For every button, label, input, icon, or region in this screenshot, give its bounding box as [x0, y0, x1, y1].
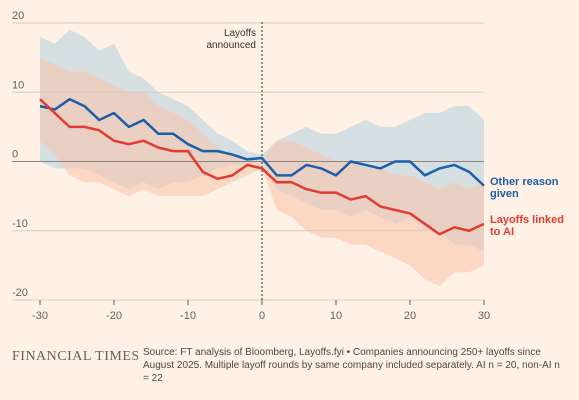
x-tick-label: 30	[478, 310, 490, 322]
annotation: Layoffs announced	[206, 28, 257, 51]
series-line	[39, 98, 485, 236]
x-tick-label: 10	[330, 310, 342, 322]
series-label: Other reason given	[490, 175, 559, 200]
y-tick-label: 10	[12, 79, 24, 91]
series-label: Layoffs linked to AI	[490, 213, 564, 238]
x-tick-label: 0	[259, 310, 265, 322]
source-note: Source: FT analysis of Bloomberg, Layoff…	[143, 347, 560, 384]
x-tick-label: 20	[404, 310, 416, 322]
confidence-band	[40, 57, 484, 287]
y-tick-label: 0	[12, 149, 18, 161]
x-tick-label: -10	[180, 310, 196, 322]
x-tick-label: -30	[32, 310, 48, 322]
y-tick-label: -20	[12, 287, 28, 299]
y-tick-label: 20	[12, 10, 24, 22]
y-tick-label: -10	[12, 218, 28, 230]
x-tick-label: -20	[106, 310, 122, 322]
series-line	[39, 97, 485, 187]
brand: FINANCIAL TIMES	[12, 349, 140, 364]
